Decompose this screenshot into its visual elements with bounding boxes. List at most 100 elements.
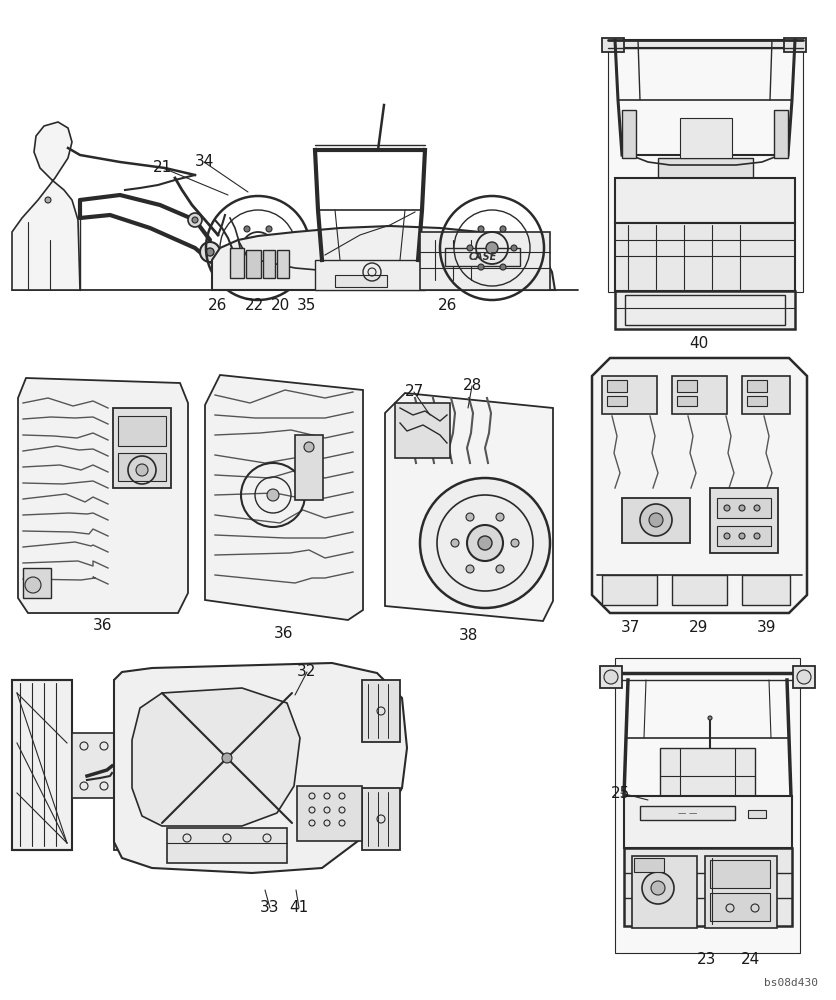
Circle shape bbox=[701, 156, 705, 160]
Circle shape bbox=[222, 753, 232, 763]
Bar bbox=[705, 856, 777, 928]
Circle shape bbox=[451, 539, 459, 547]
Bar bbox=[710, 860, 770, 888]
Bar bbox=[167, 828, 287, 863]
Circle shape bbox=[244, 226, 250, 232]
Bar bbox=[624, 848, 792, 926]
Text: 22: 22 bbox=[244, 298, 263, 312]
Circle shape bbox=[244, 264, 250, 270]
Text: 21: 21 bbox=[153, 160, 172, 176]
Bar bbox=[717, 498, 771, 518]
Bar bbox=[395, 403, 450, 458]
Bar bbox=[624, 796, 792, 848]
Bar bbox=[615, 178, 795, 223]
Bar bbox=[677, 380, 697, 392]
Text: 24: 24 bbox=[741, 952, 760, 968]
Text: 36: 36 bbox=[94, 617, 113, 633]
Circle shape bbox=[754, 533, 760, 539]
Bar bbox=[742, 575, 790, 605]
Circle shape bbox=[708, 716, 712, 720]
Bar bbox=[747, 380, 767, 392]
Bar bbox=[640, 806, 735, 820]
Text: 25: 25 bbox=[611, 786, 630, 800]
Circle shape bbox=[206, 248, 214, 256]
Circle shape bbox=[478, 226, 484, 232]
Bar bbox=[784, 38, 806, 52]
Circle shape bbox=[252, 242, 264, 254]
Polygon shape bbox=[385, 393, 553, 621]
Bar bbox=[246, 250, 261, 278]
Bar bbox=[608, 40, 803, 48]
Bar bbox=[12, 680, 72, 850]
Circle shape bbox=[739, 533, 745, 539]
Circle shape bbox=[486, 242, 498, 254]
Circle shape bbox=[200, 242, 220, 262]
Bar bbox=[23, 568, 51, 598]
Circle shape bbox=[739, 505, 745, 511]
Bar bbox=[602, 38, 624, 52]
Circle shape bbox=[25, 577, 41, 593]
Circle shape bbox=[136, 464, 148, 476]
Text: 33: 33 bbox=[260, 900, 280, 916]
Bar bbox=[748, 810, 766, 818]
Bar bbox=[634, 858, 664, 872]
Circle shape bbox=[467, 245, 473, 251]
Circle shape bbox=[45, 197, 51, 203]
Bar bbox=[297, 786, 362, 841]
Text: 40: 40 bbox=[690, 336, 709, 351]
Text: 28: 28 bbox=[462, 378, 482, 393]
Circle shape bbox=[500, 264, 506, 270]
Bar bbox=[742, 376, 790, 414]
Bar bbox=[315, 260, 425, 290]
Text: 32: 32 bbox=[298, 664, 317, 680]
Text: 29: 29 bbox=[690, 620, 709, 636]
Bar bbox=[615, 291, 795, 329]
Circle shape bbox=[500, 226, 506, 232]
Bar bbox=[277, 250, 289, 278]
Circle shape bbox=[478, 536, 492, 550]
Bar bbox=[602, 575, 657, 605]
Bar bbox=[445, 248, 520, 266]
Circle shape bbox=[478, 264, 484, 270]
Circle shape bbox=[724, 533, 730, 539]
Circle shape bbox=[642, 872, 674, 904]
Bar bbox=[602, 376, 657, 414]
Text: 36: 36 bbox=[274, 626, 293, 641]
Bar bbox=[335, 275, 387, 287]
Circle shape bbox=[496, 513, 504, 521]
Circle shape bbox=[467, 525, 503, 561]
Bar bbox=[672, 575, 727, 605]
Text: 23: 23 bbox=[697, 952, 716, 968]
Bar bbox=[680, 118, 732, 158]
Circle shape bbox=[466, 513, 474, 521]
Text: bs08d430: bs08d430 bbox=[764, 978, 818, 988]
Circle shape bbox=[511, 245, 517, 251]
Bar bbox=[118, 453, 166, 481]
Bar bbox=[660, 748, 755, 798]
Text: 26: 26 bbox=[438, 298, 457, 312]
Bar bbox=[625, 295, 785, 325]
Bar bbox=[607, 396, 627, 406]
Text: 37: 37 bbox=[620, 620, 640, 636]
Bar bbox=[710, 893, 770, 921]
Polygon shape bbox=[132, 688, 300, 826]
Bar bbox=[622, 110, 636, 158]
Bar bbox=[263, 250, 275, 278]
Circle shape bbox=[277, 245, 283, 251]
Bar bbox=[615, 223, 795, 291]
Bar bbox=[114, 788, 152, 850]
Text: 20: 20 bbox=[270, 298, 289, 312]
Bar bbox=[607, 380, 627, 392]
Text: 41: 41 bbox=[289, 900, 308, 916]
Circle shape bbox=[651, 881, 665, 895]
Circle shape bbox=[604, 670, 618, 684]
Polygon shape bbox=[18, 378, 188, 613]
Circle shape bbox=[649, 513, 663, 527]
Bar bbox=[774, 110, 788, 158]
Circle shape bbox=[754, 505, 760, 511]
Bar bbox=[362, 680, 400, 742]
Bar bbox=[632, 856, 697, 928]
Bar bbox=[672, 376, 727, 414]
Bar bbox=[113, 408, 171, 488]
Circle shape bbox=[188, 213, 202, 227]
